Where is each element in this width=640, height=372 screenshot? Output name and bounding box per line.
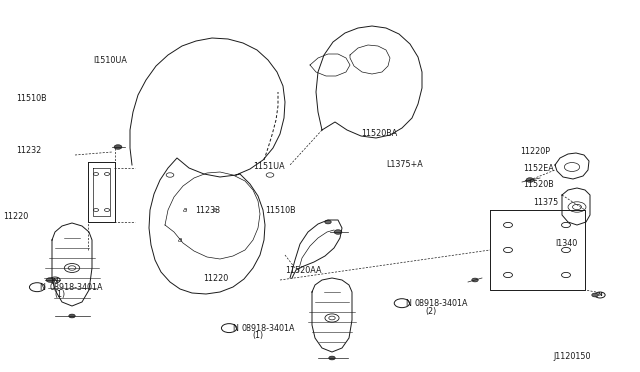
Circle shape bbox=[472, 278, 478, 282]
Text: 11220: 11220 bbox=[3, 212, 28, 221]
Text: 1151UA: 1151UA bbox=[253, 162, 284, 171]
Circle shape bbox=[69, 314, 76, 318]
Text: 11510B: 11510B bbox=[16, 94, 47, 103]
Text: 11220P: 11220P bbox=[520, 147, 550, 156]
Text: 11233: 11233 bbox=[195, 206, 220, 215]
Text: 1152EA: 1152EA bbox=[523, 164, 554, 173]
Text: 11375: 11375 bbox=[533, 198, 558, 207]
Text: N: N bbox=[232, 324, 238, 333]
Text: L1375+A: L1375+A bbox=[386, 160, 422, 169]
Text: (1): (1) bbox=[253, 331, 264, 340]
Circle shape bbox=[329, 356, 335, 360]
Text: N: N bbox=[52, 278, 58, 282]
Text: J1120150: J1120150 bbox=[554, 352, 591, 361]
Text: a: a bbox=[213, 207, 217, 213]
Circle shape bbox=[592, 293, 598, 297]
Text: 08918-3401A: 08918-3401A bbox=[415, 299, 468, 308]
Text: I1340: I1340 bbox=[556, 239, 578, 248]
Text: 11220: 11220 bbox=[204, 274, 228, 283]
Circle shape bbox=[334, 230, 342, 234]
Text: (1): (1) bbox=[54, 291, 65, 299]
Text: 08918-3401A: 08918-3401A bbox=[242, 324, 296, 333]
Text: 11510B: 11510B bbox=[266, 206, 296, 215]
Text: 11520B: 11520B bbox=[523, 180, 554, 189]
Text: 11520AA: 11520AA bbox=[285, 266, 321, 275]
Circle shape bbox=[325, 220, 332, 224]
Text: 08918-3401A: 08918-3401A bbox=[50, 283, 104, 292]
Text: N: N bbox=[598, 292, 602, 298]
Text: a: a bbox=[178, 237, 182, 243]
Text: N: N bbox=[405, 299, 411, 308]
Text: N: N bbox=[40, 283, 45, 292]
Text: 11232: 11232 bbox=[16, 146, 41, 155]
Circle shape bbox=[46, 278, 54, 282]
Text: 11520BA: 11520BA bbox=[362, 129, 398, 138]
Text: I1510UA: I1510UA bbox=[93, 56, 127, 65]
Text: (2): (2) bbox=[426, 307, 437, 316]
Circle shape bbox=[114, 145, 122, 149]
Text: a: a bbox=[183, 207, 187, 213]
Circle shape bbox=[526, 178, 534, 182]
